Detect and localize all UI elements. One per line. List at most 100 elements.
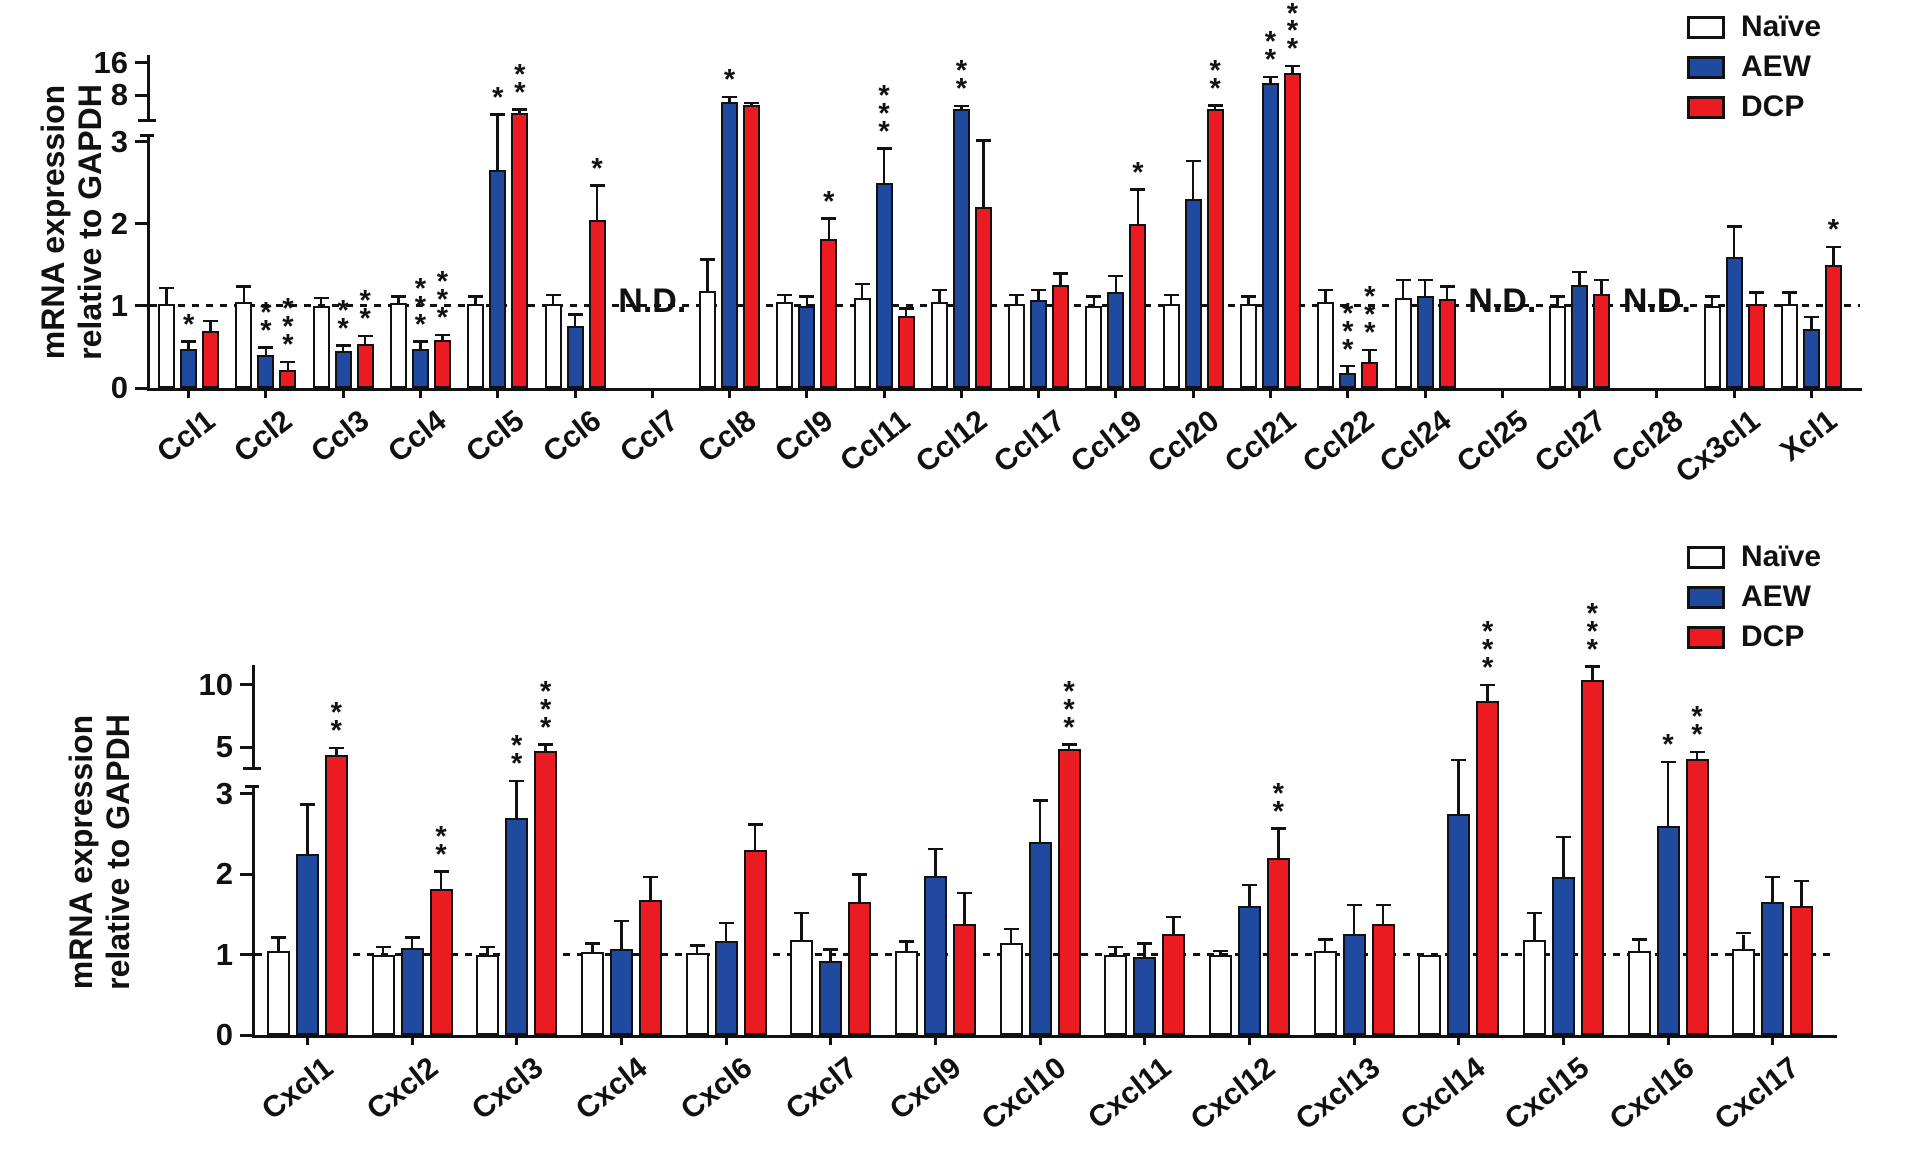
x-tick — [650, 388, 654, 398]
error-bar-cap — [1207, 104, 1223, 107]
error-bar-cap — [876, 147, 892, 150]
error-bar-cap — [718, 921, 734, 925]
x-tick — [418, 388, 422, 398]
error-bar — [264, 348, 268, 356]
y-tick-label: 2 — [110, 205, 128, 241]
y-axis-line-lower — [252, 785, 255, 1035]
error-bar — [1381, 906, 1385, 925]
error-bar — [1754, 293, 1758, 305]
error-bar — [1269, 78, 1272, 83]
bar-naive — [1162, 304, 1180, 388]
bar-naive — [580, 952, 604, 1035]
error-bar-cap — [203, 319, 219, 323]
error-bar-cap — [236, 285, 252, 288]
error-bar — [706, 260, 709, 292]
x-category-label: Ccl7 — [614, 404, 685, 470]
error-bar — [620, 922, 623, 949]
bar-naive — [467, 304, 485, 388]
error-bar-cap — [1375, 903, 1391, 907]
legend-item-dcp: DCP — [1687, 622, 1821, 652]
legend-label-aew: AEW — [1741, 580, 1811, 613]
error-bar — [165, 289, 168, 305]
error-bar — [1346, 367, 1349, 374]
bar-dcp — [1057, 749, 1081, 1035]
error-bar — [515, 782, 518, 818]
bar-naive — [389, 303, 407, 388]
x-category-label: Cxcl17 — [1708, 1051, 1805, 1137]
bar-dcp — [1361, 361, 1379, 388]
error-bar-cap — [1318, 288, 1334, 292]
error-bar — [960, 107, 963, 109]
error-bar — [1352, 906, 1356, 935]
significance-stars: * — [723, 64, 736, 97]
nd-label: N.D. — [618, 282, 687, 321]
y-tick — [240, 745, 255, 749]
error-bar-cap — [794, 911, 810, 915]
error-bar — [1810, 318, 1813, 329]
error-bar-cap — [1526, 911, 1542, 915]
legend-label-naive: Naïve — [1741, 10, 1822, 43]
error-bar-cap — [1748, 291, 1764, 294]
error-bar-cap — [1781, 291, 1797, 294]
error-bar-cap — [1689, 750, 1705, 754]
error-bar-cap — [744, 101, 760, 105]
significance-stars: * * * — [1286, 0, 1299, 66]
error-bar-cap — [1185, 159, 1201, 163]
x-category-label: Cxcl13 — [1289, 1051, 1387, 1137]
error-bar-cap — [1031, 288, 1047, 292]
x-tick — [805, 388, 809, 398]
error-bar — [1291, 67, 1294, 73]
bar-aew — [1551, 876, 1575, 1035]
significance-stars: * — [492, 81, 504, 114]
error-bar-cap — [956, 891, 972, 895]
bar-aew — [798, 305, 816, 388]
bar-aew — [1447, 813, 1471, 1035]
legend-cxcl: Naïve AEW DCP — [1687, 542, 1821, 662]
error-bar — [1169, 296, 1173, 305]
significance-stars: * * * — [878, 79, 890, 148]
error-bar — [1591, 667, 1594, 681]
error-bar-cap — [258, 346, 274, 349]
x-tick — [829, 1035, 833, 1045]
x-tick — [959, 388, 963, 398]
x-category-label: Ccl24 — [1373, 404, 1458, 480]
error-bar — [319, 299, 323, 306]
significance-stars: * * — [330, 697, 342, 748]
error-bar-cap — [700, 258, 716, 261]
error-bar — [439, 872, 443, 889]
x-category-label: Cxcl9 — [884, 1051, 968, 1127]
error-bar — [1114, 277, 1118, 292]
legend-swatch-dcp — [1687, 625, 1725, 649]
x-tick — [1771, 1035, 1775, 1045]
x-tick — [1346, 388, 1350, 398]
significance-stars: * * — [1691, 701, 1703, 752]
legend-item-naive: Naïve — [1687, 542, 1821, 572]
error-bar-cap — [1439, 285, 1455, 288]
error-bar — [800, 914, 803, 941]
significance-stars: * — [1662, 729, 1674, 762]
bar-naive — [1239, 304, 1257, 388]
x-category-label: Ccl6 — [537, 404, 608, 470]
bar-aew — [923, 875, 947, 1035]
error-bar — [1114, 948, 1117, 955]
significance-stars: * * — [359, 285, 371, 336]
bar-aew — [819, 961, 843, 1035]
significance-stars: * * * — [436, 266, 449, 335]
error-bar — [591, 944, 594, 953]
bar-dcp — [638, 899, 662, 1035]
error-bar — [419, 342, 422, 349]
bar-aew — [609, 948, 633, 1035]
y-tick — [240, 953, 255, 957]
error-bar-cap — [1825, 245, 1841, 249]
x-category-label: Ccl11 — [834, 404, 917, 479]
error-bar — [1423, 281, 1427, 297]
error-bar — [1637, 940, 1641, 951]
bar-naive — [1522, 940, 1546, 1035]
error-bar — [1191, 162, 1195, 200]
error-bar-cap — [852, 873, 868, 876]
plot-area-cxcl: 0 1 2 3 5 10 Cxcl1 * * Cxcl2 * * Cxcl3 * * * * * Cxcl4 Cxcl… — [199, 600, 1837, 1137]
bar-dcp — [743, 850, 767, 1035]
bar-aew — [1342, 934, 1366, 1035]
error-bar-cap — [1009, 293, 1025, 297]
legend-item-dcp: DCP — [1687, 92, 1821, 122]
